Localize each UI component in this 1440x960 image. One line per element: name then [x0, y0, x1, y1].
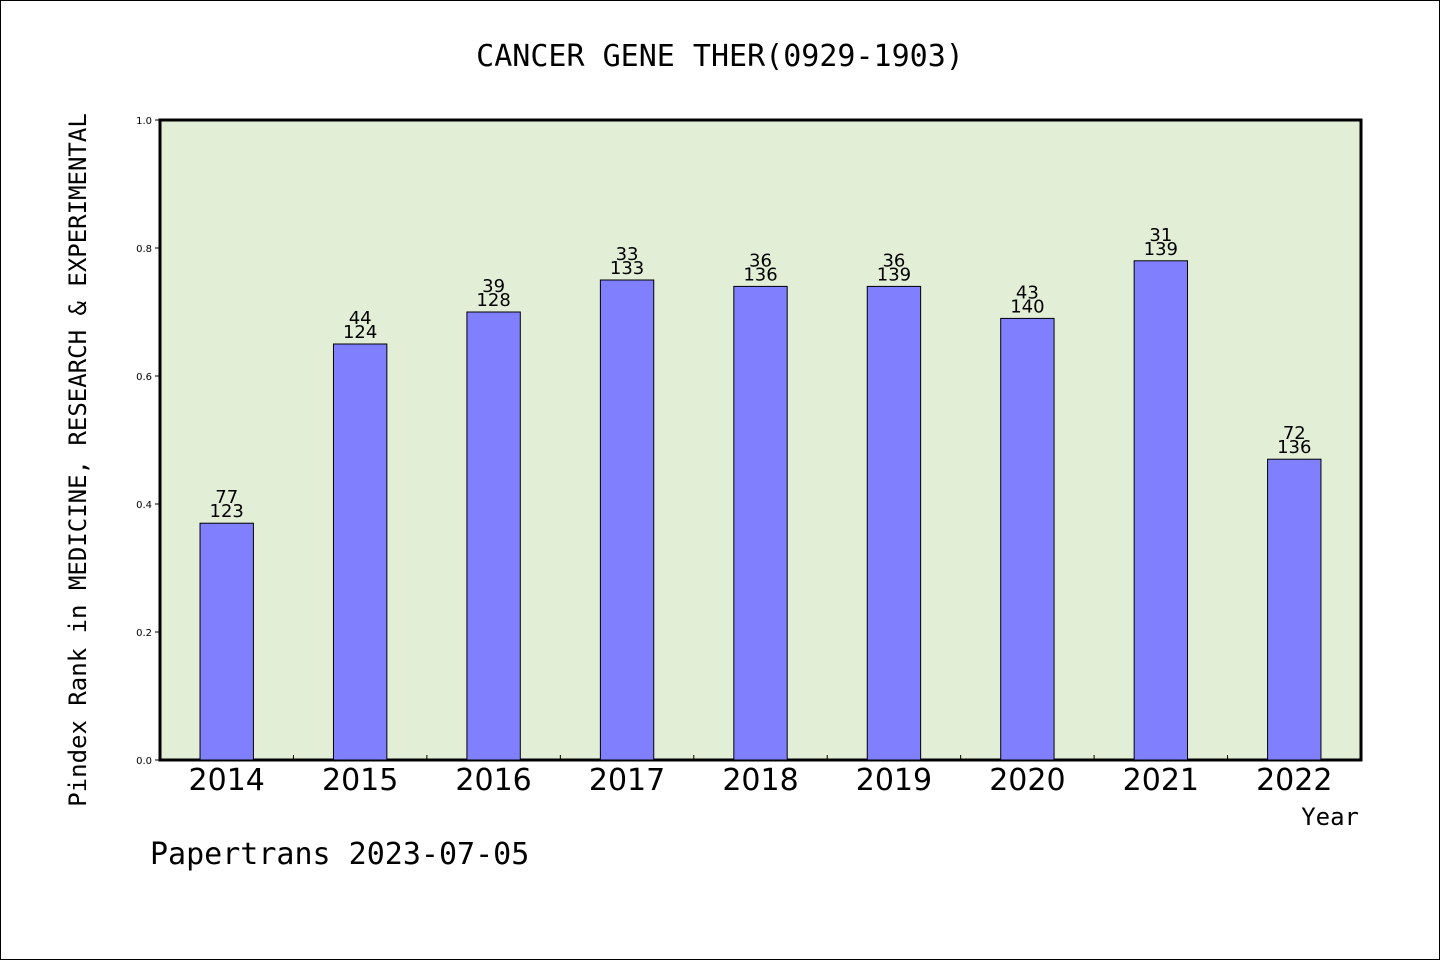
- bar-label-top: 33: [616, 244, 639, 265]
- footer-text: Papertrans 2023-07-05: [150, 837, 529, 872]
- x-tick-label: 2018: [722, 763, 798, 798]
- bar-label-bottom: 139: [877, 264, 911, 285]
- x-axis-label: Year: [1301, 803, 1359, 831]
- bar-label-bottom: 136: [1277, 437, 1311, 458]
- bar-label-top: 36: [882, 250, 905, 271]
- x-tick-label: 2017: [589, 763, 665, 798]
- bar: [1267, 458, 1322, 761]
- bar: [466, 311, 521, 761]
- x-tick-label: 2019: [856, 763, 932, 798]
- bar-label-top: 44: [349, 308, 372, 329]
- bar-label-bottom: 139: [1144, 239, 1178, 260]
- y-axis: 0.0 0.2 0.4 0.6 0.8 1.0: [136, 116, 160, 767]
- bar-label-bottom: 140: [1010, 296, 1044, 317]
- bar: [866, 285, 922, 761]
- bar-label-top: 31: [1149, 225, 1172, 246]
- bar: [1133, 260, 1189, 761]
- x-tick-label: 2020: [989, 763, 1065, 798]
- bar-label-bottom: 128: [476, 290, 510, 311]
- x-tick-label: 2022: [1256, 763, 1332, 798]
- bar-label-top: 43: [1016, 282, 1039, 303]
- bar-label-bottom: 123: [210, 501, 244, 522]
- y-tick-label: 0.6: [136, 372, 152, 383]
- bars: 1237712444128391333313636139361404313931…: [199, 225, 1322, 761]
- bar: [199, 522, 254, 761]
- y-tick-label: 0.0: [136, 756, 152, 767]
- x-tick-label: 2014: [189, 763, 265, 798]
- y-axis-label: Pindex Rank in MEDICINE, RESEARCH & EXPE…: [64, 113, 92, 807]
- y-tick-label: 0.4: [136, 500, 152, 511]
- bar-label-bottom: 136: [743, 264, 777, 285]
- bar-label-top: 77: [215, 487, 238, 508]
- x-tick-label: 2015: [322, 763, 398, 798]
- chart-title: CANCER GENE THER(0929-1903): [476, 39, 964, 74]
- bar: [332, 343, 388, 761]
- x-tick-label: 2016: [455, 763, 531, 798]
- bar: [599, 279, 655, 761]
- bar-label-top: 36: [749, 250, 772, 271]
- bar: [1000, 317, 1055, 761]
- bar: [733, 285, 788, 761]
- y-tick-label: 0.8: [136, 244, 152, 255]
- bar-label-top: 72: [1283, 423, 1306, 444]
- x-tick-label: 2021: [1123, 763, 1199, 798]
- bar-label-top: 39: [482, 276, 505, 297]
- x-axis: 2014 2015 2016 2017 2018 2019 2020 2021 2022: [189, 755, 1332, 798]
- bar-label-bottom: 124: [343, 322, 377, 343]
- y-tick-label: 1.0: [136, 116, 152, 127]
- bar-label-bottom: 133: [610, 258, 644, 279]
- y-tick-label: 0.2: [136, 628, 152, 639]
